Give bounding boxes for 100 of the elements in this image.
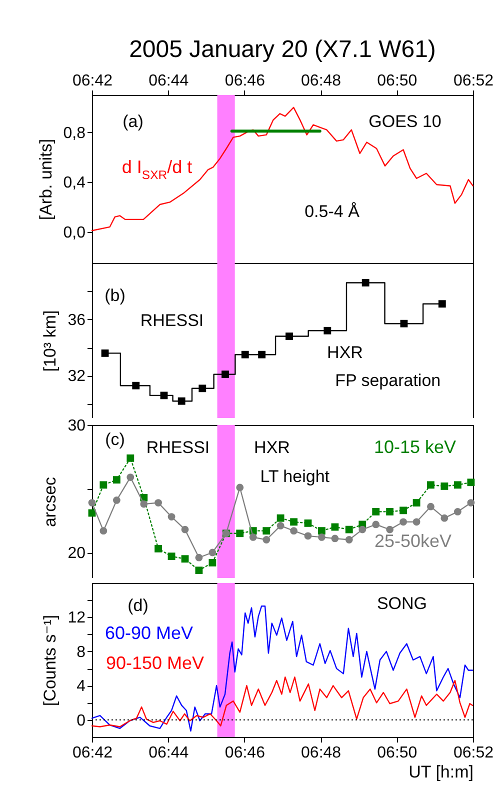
annotation: (b) [104,286,126,305]
point [362,279,370,286]
point [358,526,366,534]
y-axis-title: arcsec [40,476,60,528]
y-tick-label: 36 [68,312,86,329]
annotation: (a) [122,112,144,131]
point [386,508,394,516]
point [372,508,380,516]
point [181,526,189,534]
point [241,350,249,358]
annotation: SONG [376,594,428,613]
y-tick-label: 0,4 [63,174,86,192]
y-tick-label: 0 [76,712,86,730]
annotation: LT height [260,467,330,486]
x2-tick-label: 06:44 [148,72,189,90]
x-tick-label: 06:52 [453,744,494,762]
point [290,527,298,535]
point [168,552,176,560]
y-axis-title: [10³ km] [40,310,60,372]
y-tick-label: 30 [68,418,86,434]
point [88,499,96,506]
point [168,513,176,520]
point [100,481,108,489]
point [160,392,168,400]
point [101,349,109,357]
y-tick-label: 4 [76,678,86,696]
point [467,499,475,506]
point [222,370,229,378]
point [262,536,270,544]
x-axis-title: UT [h:m] [408,762,474,782]
point [427,481,434,489]
point [236,530,244,538]
point [372,520,380,528]
point [132,382,140,390]
point [181,555,189,563]
point [276,514,284,522]
chart-title: 2005 January 20 (X7.1 W61) [129,36,436,63]
point [467,478,475,486]
point [140,500,148,508]
point [126,474,134,481]
y-axis-title: [Arb. units] [36,138,56,220]
point [195,566,203,574]
annotation: RHESSI [140,311,204,330]
annotation: GOES 10 [368,112,442,131]
x-tick-label: 06:42 [72,744,113,762]
series-label: 10-15 keV [374,437,456,457]
y-tick-label: 8 [76,644,86,661]
point [318,527,326,535]
point [286,332,293,340]
point [154,544,162,552]
point [276,522,284,530]
annotation: (d) [128,596,148,615]
y-tick-label: 12 [68,610,86,627]
x-tick-label: 06:50 [377,744,418,762]
text: 90-150 MeV [106,653,204,673]
y-tick-label: 20 [68,545,86,562]
y-tick-label: 32 [68,368,86,386]
point [304,532,312,540]
point [198,384,206,392]
point [345,526,353,534]
line-series [91,676,474,728]
y-tick-label: 0,0 [63,224,86,242]
x2-tick-label: 06:52 [453,72,494,90]
point [126,454,134,462]
point [454,508,462,516]
annotation: HXR [327,343,363,362]
x2-tick-label: 06:50 [377,72,418,90]
point [412,518,420,526]
x2-tick-label: 06:46 [224,72,266,90]
point [400,506,407,514]
x2-tick-label: 06:42 [72,72,113,90]
annotation: RHESSI [146,438,210,457]
point [195,554,203,562]
x-tick-label: 06:44 [148,744,189,762]
point [324,326,332,334]
point [331,534,339,542]
point [454,481,462,489]
annotation: 0.5-4 Å [304,202,360,221]
x2-tick-label: 06:48 [301,72,342,90]
point [208,548,216,556]
line-series [91,106,474,232]
series-label: 25-50keV [374,531,452,551]
point [331,523,339,531]
point [154,499,162,506]
point [412,499,420,506]
y-axis-title: [Counts s⁻¹] [40,614,60,706]
point [178,397,186,405]
point [236,484,244,492]
annotation: FP separation [335,371,441,390]
point [440,514,448,522]
x-tick-label: 06:46 [224,744,266,762]
point [318,534,326,541]
point [304,519,312,527]
point [249,534,257,541]
point [262,527,270,535]
point [345,536,353,544]
annotation: HXR [254,438,290,457]
point [438,300,446,308]
point [400,320,408,328]
point [258,350,266,358]
